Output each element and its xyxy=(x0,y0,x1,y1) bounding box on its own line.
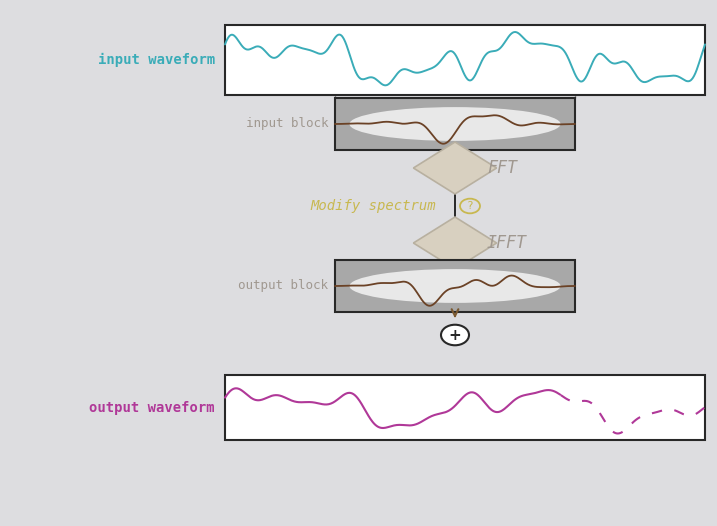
Text: output waveform: output waveform xyxy=(90,401,215,415)
Text: IFFT: IFFT xyxy=(487,234,527,252)
Bar xyxy=(225,25,705,95)
Text: Modify spectrum: Modify spectrum xyxy=(310,199,436,213)
Text: input waveform: input waveform xyxy=(98,53,215,67)
Polygon shape xyxy=(414,217,497,269)
Text: +: + xyxy=(449,328,461,342)
Text: ?: ? xyxy=(467,201,473,211)
Ellipse shape xyxy=(349,269,561,303)
Text: input block: input block xyxy=(245,117,328,130)
Polygon shape xyxy=(414,142,497,194)
Circle shape xyxy=(441,325,469,345)
Ellipse shape xyxy=(349,107,561,141)
Text: output block: output block xyxy=(238,279,328,292)
Bar xyxy=(335,98,575,150)
Text: FFT: FFT xyxy=(487,159,517,177)
Bar xyxy=(335,260,575,312)
Bar xyxy=(225,375,705,440)
